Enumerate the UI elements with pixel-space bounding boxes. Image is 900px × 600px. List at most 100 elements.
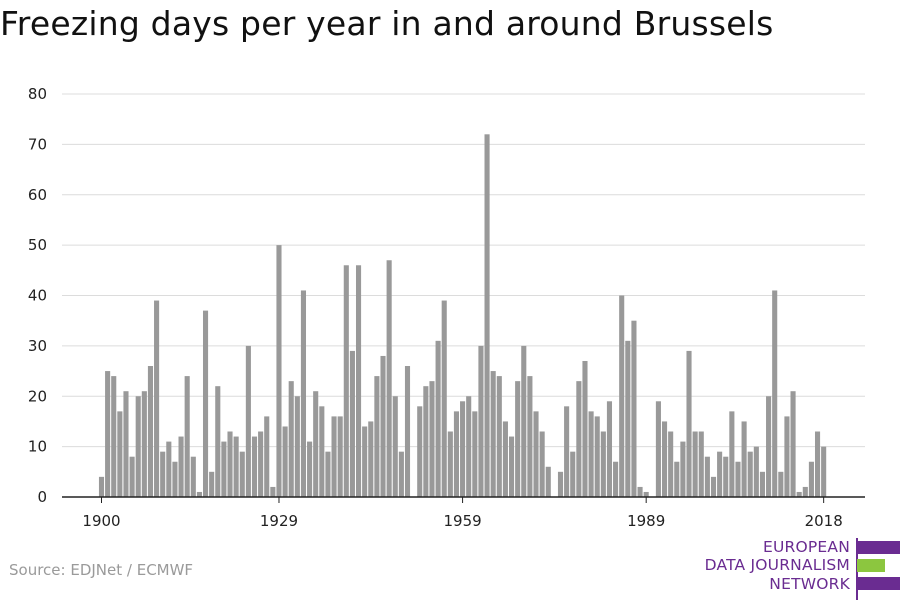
bar-1986 (625, 340, 631, 497)
bar-1914 (184, 376, 190, 497)
bar-2001 (717, 451, 723, 497)
bar-1910 (160, 451, 166, 497)
bar-2013 (790, 391, 796, 497)
bar-1987 (631, 320, 637, 497)
chart-title: Freezing days per year in and around Bru… (0, 4, 774, 43)
bar-1929 (276, 245, 282, 498)
logo-bar-purple-top (857, 541, 900, 554)
bar-1927 (264, 416, 270, 497)
bar-1972 (539, 431, 545, 497)
bar-1905 (129, 456, 135, 497)
bar-1941 (349, 350, 355, 497)
bar-1952 (417, 406, 423, 497)
bar-1957 (447, 431, 453, 497)
bar-1945 (374, 376, 380, 497)
bar-2004 (735, 461, 741, 497)
bar-2011 (778, 471, 784, 497)
bar-1985 (619, 295, 625, 497)
edjnet-logo: EUROPEAN DATA JOURNALISM NETWORK (700, 538, 900, 600)
bar-1991 (655, 401, 661, 497)
bar-1971 (533, 411, 539, 497)
bar-1977 (570, 451, 576, 497)
x-tick-label-1989: 1989 (627, 512, 665, 530)
bar-1920 (221, 441, 227, 497)
bar-1998 (698, 431, 704, 497)
bar-1917 (202, 310, 209, 497)
bar-1937 (325, 451, 331, 497)
bar-1922 (233, 436, 239, 497)
bar-1928 (270, 486, 276, 497)
bar-2003 (729, 411, 735, 497)
bar-1932 (294, 396, 300, 497)
bar-1962 (478, 345, 484, 498)
bar-1918 (209, 471, 215, 497)
bars (98, 134, 827, 498)
bar-1967 (508, 436, 515, 497)
bar-1925 (251, 436, 258, 497)
bar-1981 (594, 416, 600, 497)
x-tick-label-1900: 1900 (82, 512, 120, 530)
bar-1921 (227, 431, 233, 497)
bar-1944 (368, 421, 374, 497)
bar-1976 (564, 406, 570, 497)
bar-1970 (527, 376, 533, 497)
bar-1939 (337, 416, 343, 497)
bar-1950 (404, 366, 411, 497)
logo-bar-green (857, 559, 885, 572)
bar-1903 (117, 411, 123, 497)
bar-1916 (196, 491, 202, 497)
bar-1961 (472, 411, 478, 497)
bar-1973 (545, 466, 551, 497)
bar-1968 (515, 381, 521, 497)
x-tick-label-1929: 1929 (260, 512, 298, 530)
bar-2002 (723, 456, 729, 497)
y-tick-label-30: 30 (28, 337, 47, 355)
y-tick-label-0: 0 (37, 488, 47, 506)
bar-1931 (288, 381, 294, 497)
bar-2012 (784, 416, 790, 497)
bar-1923 (239, 451, 245, 497)
bar-1911 (166, 441, 172, 497)
source-note: Source: EDJNet / ECMWF (9, 561, 194, 579)
bar-2008 (759, 471, 766, 497)
x-tick-label-1959: 1959 (443, 512, 481, 530)
bar-1940 (343, 265, 349, 497)
bar-1994 (674, 461, 680, 497)
bar-1909 (154, 300, 160, 497)
bar-2016 (808, 461, 814, 497)
bar-1982 (600, 431, 606, 497)
bar-1901 (105, 371, 111, 497)
bar-1953 (423, 386, 429, 497)
bar-1926 (258, 431, 264, 497)
bar-1933 (300, 290, 307, 497)
bar-1958 (453, 411, 460, 497)
bar-2010 (772, 290, 778, 497)
bar-1992 (661, 421, 668, 497)
bar-1997 (692, 431, 698, 497)
logo-line-data-journalism: DATA JOURNALISM (704, 556, 850, 574)
bar-1965 (496, 376, 502, 497)
x-axis: 1900 1929 1959 1989 2018 (62, 496, 865, 530)
bar-1946 (380, 355, 386, 497)
bar-1980 (588, 411, 594, 497)
y-tick-label-40: 40 (28, 287, 47, 305)
bar-1954 (429, 381, 435, 497)
bar-1915 (190, 456, 196, 497)
bar-1959 (460, 401, 466, 497)
y-tick-label-70: 70 (28, 135, 47, 153)
bar-1979 (582, 360, 588, 497)
bar-1943 (362, 426, 368, 497)
y-tick-label-80: 80 (28, 85, 47, 103)
bar-1947 (386, 260, 392, 497)
bar-1942 (355, 265, 362, 497)
bar-1912 (172, 461, 178, 497)
bar-1919 (215, 386, 221, 497)
bar-1908 (147, 366, 154, 497)
y-tick-label-20: 20 (28, 387, 47, 405)
bar-1966 (502, 421, 508, 497)
bar-1960 (466, 396, 472, 497)
bar-1993 (668, 431, 674, 497)
logo-line-european: EUROPEAN (762, 538, 850, 556)
bar-1902 (111, 376, 117, 497)
